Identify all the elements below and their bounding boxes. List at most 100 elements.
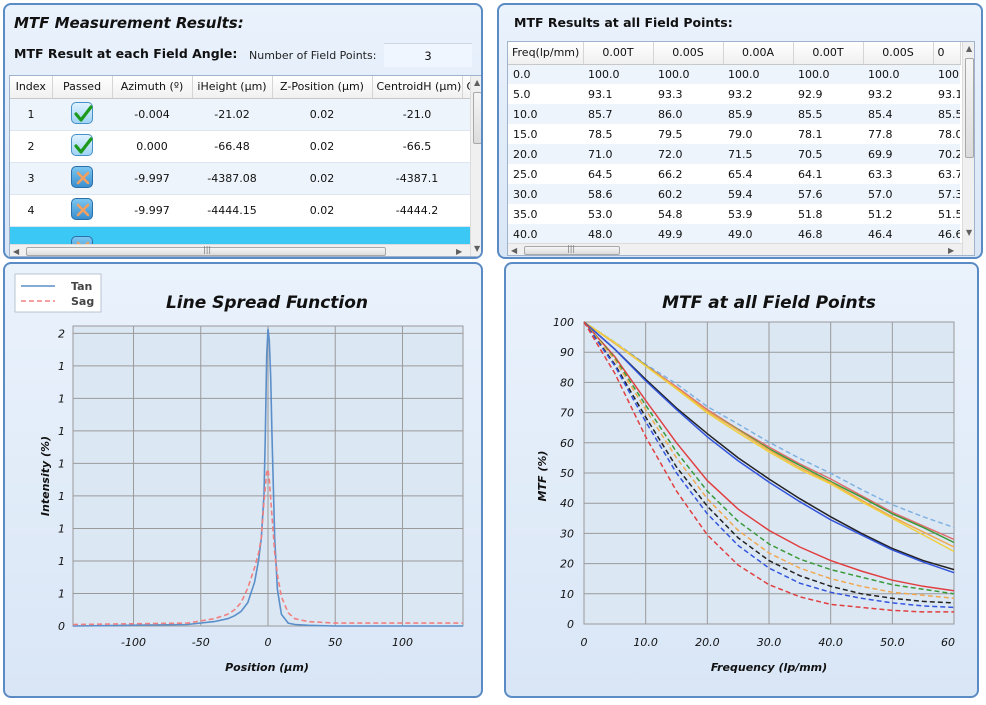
mtf-series-line <box>583 321 955 553</box>
arrow-left-icon[interactable]: ◀ <box>13 247 20 256</box>
column-header[interactable]: 0.00A <box>723 42 794 65</box>
y-tick-label: 1 <box>58 490 65 503</box>
horizontal-scrollbar[interactable]: ◀ ||| ▶ <box>10 244 470 256</box>
column-header[interactable]: 0.00T <box>583 42 654 65</box>
table-row[interactable]: 1 -0.004 -21.02 0.02 -21.0 <box>10 98 472 130</box>
mtf-value-cell: 64.5 <box>588 167 613 181</box>
table-row[interactable]: 25.0 64.5 66.2 65.4 64.1 63.3 63.7 <box>508 164 960 184</box>
table-row[interactable]: 4 -9.997 -4444.15 0.02 -4444.2 <box>10 194 472 226</box>
scroll-thumb[interactable]: ||| <box>26 245 386 256</box>
x-tick-label: 30.0 <box>757 636 782 649</box>
y-tick-label: 30 <box>560 527 574 540</box>
vertical-scrollbar[interactable]: ▲ ▼ <box>470 76 481 256</box>
mtf-value-cell: 54.8 <box>658 207 683 221</box>
arrow-right-icon[interactable]: ▶ <box>456 247 463 256</box>
mtf-value-cell: 79.5 <box>658 127 683 141</box>
mtf-value-cell: 85.9 <box>728 107 753 121</box>
passed-cell <box>52 194 112 226</box>
index-cell: 4 <box>27 203 35 217</box>
centroid-cell: -21.0 <box>402 107 432 121</box>
column-header[interactable]: iHeight (µm) <box>192 76 273 99</box>
column-header[interactable]: CentroidH (µm) <box>372 76 463 99</box>
y-tick-label: 0 <box>58 620 65 633</box>
frequency-cell: 35.0 <box>513 207 538 221</box>
series-line-sag <box>72 466 463 626</box>
x-icon <box>71 197 93 220</box>
table-row[interactable]: 5.0 93.1 93.3 93.2 92.9 93.2 93.1 <box>508 84 960 104</box>
x-tick-label: 0 <box>581 636 588 649</box>
mtf-field-points-chart-panel: 0 10.0 20.0 30.0 40.0 50.0 60 0 10 20 30 40 50 60 70 80… <box>504 262 979 698</box>
arrow-up-icon[interactable]: ▲ <box>966 44 973 53</box>
checkmark-icon <box>71 133 93 156</box>
azimuth-cell: 0.000 <box>136 139 168 153</box>
y-tick-label: 100 <box>553 316 574 329</box>
y-tick-label: 2 <box>58 327 65 340</box>
field-points-input[interactable]: 3 <box>384 43 472 67</box>
y-tick-label: 1 <box>58 425 65 438</box>
scroll-thumb[interactable] <box>965 58 974 158</box>
frequency-cell: 20.0 <box>513 147 538 161</box>
index-cell: 3 <box>27 171 35 185</box>
column-header[interactable]: Azimuth (º) <box>112 76 193 99</box>
table-row[interactable]: 0.0 100.0 100.0 100.0 100.0 100.0 100 <box>508 64 960 84</box>
mtf-series-line <box>583 321 955 571</box>
scroll-thumb[interactable]: ||| <box>524 244 620 255</box>
x-icon <box>71 165 93 188</box>
mtf-value-cell: 58.6 <box>588 187 613 201</box>
frequency-cell: 30.0 <box>513 187 538 201</box>
frequency-cell: 15.0 <box>513 127 538 141</box>
arrow-left-icon[interactable]: ◀ <box>511 246 518 255</box>
mtf-value-cell: 59.4 <box>728 187 753 201</box>
chart-title: Line Spread Function <box>166 293 368 313</box>
mtf-series-line <box>583 321 955 600</box>
column-header[interactable]: Index <box>10 76 53 99</box>
mtf-value-cell: 70.5 <box>798 147 823 161</box>
arrow-down-icon[interactable]: ▼ <box>966 228 973 237</box>
mtf-value-cell: 93.3 <box>658 87 683 101</box>
arrow-up-icon[interactable]: ▲ <box>474 78 481 87</box>
column-header[interactable]: Passed <box>52 76 113 99</box>
series-line-tan <box>72 328 463 627</box>
mtf-results-table[interactable]: Freq(lp/mm) 0.00T 0.00S 0.00A 0.00T 0.00S 0 0.… <box>507 41 975 256</box>
y-tick-label: 50 <box>560 467 574 480</box>
column-header[interactable]: Freq(lp/mm) <box>508 42 584 65</box>
horizontal-scrollbar[interactable]: ◀ ||| ▶ <box>508 243 962 255</box>
column-header[interactable]: 0.00S <box>653 42 724 65</box>
index-cell: 2 <box>27 139 35 153</box>
table-row[interactable]: 3 -9.997 -4387.08 0.02 -4387.1 <box>10 162 472 194</box>
mtf-value-cell: 46.8 <box>798 227 823 241</box>
column-header[interactable]: 0.00S <box>863 42 934 65</box>
table-row[interactable]: 40.0 48.0 49.9 49.0 46.8 46.4 46.6 <box>508 224 960 244</box>
table-row[interactable]: 35.0 53.0 54.8 53.9 51.8 51.2 51.5 <box>508 204 960 224</box>
x-axis-label: Position (µm) <box>225 661 309 674</box>
mtf-value-cell: 57.3 <box>938 187 960 201</box>
mtf-value-cell: 46.4 <box>868 227 893 241</box>
arrow-right-icon[interactable]: ▶ <box>948 246 955 255</box>
table-row[interactable]: 30.0 58.6 60.2 59.4 57.6 57.0 57.3 <box>508 184 960 204</box>
vertical-scrollbar[interactable]: ▲ ▼ <box>962 42 974 255</box>
mtf-value-cell: 86.0 <box>658 107 683 121</box>
table-row[interactable]: 2 0.000 -66.48 0.02 -66.5 <box>10 130 472 162</box>
table-row[interactable]: 10.0 85.7 86.0 85.9 85.5 85.4 85.5 <box>508 104 960 124</box>
y-tick-label: 1 <box>58 360 65 373</box>
legend-label: Tan <box>71 280 92 293</box>
column-header[interactable]: 0 <box>933 42 961 65</box>
field-angle-table[interactable]: Index Passed Azimuth (º) iHeight (µm) Z-Posi… <box>9 75 481 257</box>
mtf-series-line <box>583 321 955 604</box>
checkmark-icon <box>71 101 93 124</box>
table-row[interactable]: 15.0 78.5 79.5 79.0 78.1 77.8 78.0 <box>508 124 960 144</box>
column-header[interactable]: Z-Position (µm) <box>272 76 373 99</box>
arrow-down-icon[interactable]: ▼ <box>474 244 481 253</box>
y-tick-label: 80 <box>560 376 574 389</box>
field-angle-grid: Index Passed Azimuth (º) iHeight (µm) Z-Posi… <box>10 76 474 256</box>
x-tick-label: 20.0 <box>695 636 720 649</box>
scroll-thumb[interactable] <box>473 92 481 144</box>
column-header[interactable]: 0.00T <box>793 42 864 65</box>
line-spread-function-chart: -100 -50 0 50 100 0 1 1 1 1 1 1 1 1 2 Line Spread Funct… <box>14 273 464 674</box>
zpos-cell: 0.02 <box>309 107 335 121</box>
mtf-series-line <box>583 321 955 574</box>
passed-cell <box>52 162 112 194</box>
mtf-series-line <box>583 321 954 613</box>
table-row[interactable]: 20.0 71.0 72.0 71.5 70.5 69.9 70.2 <box>508 144 960 164</box>
mtf-value-cell: 100.0 <box>728 67 760 81</box>
